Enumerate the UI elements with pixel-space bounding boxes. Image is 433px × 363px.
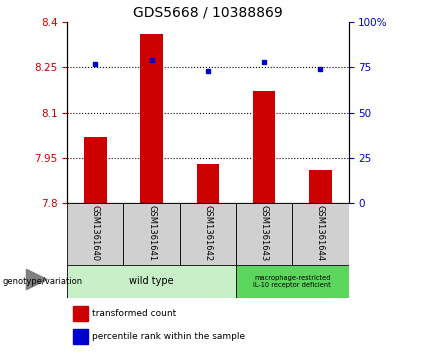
Text: genotype/variation: genotype/variation bbox=[2, 277, 82, 286]
Bar bbox=[67, 265, 236, 298]
Text: GSM1361641: GSM1361641 bbox=[147, 205, 156, 261]
Bar bbox=[253, 91, 275, 203]
Text: macrophage-restricted
IL-10 receptor deficient: macrophage-restricted IL-10 receptor def… bbox=[253, 275, 331, 288]
Text: GSM1361644: GSM1361644 bbox=[316, 205, 325, 261]
Bar bbox=[73, 306, 88, 321]
Text: GSM1361640: GSM1361640 bbox=[91, 205, 100, 261]
Text: percentile rank within the sample: percentile rank within the sample bbox=[93, 332, 246, 341]
Title: GDS5668 / 10388869: GDS5668 / 10388869 bbox=[133, 5, 283, 19]
Bar bbox=[180, 203, 236, 265]
Bar bbox=[236, 203, 292, 265]
Bar bbox=[84, 137, 107, 203]
Bar bbox=[292, 203, 349, 265]
Bar bbox=[309, 170, 332, 203]
Text: transformed count: transformed count bbox=[93, 309, 177, 318]
Polygon shape bbox=[26, 269, 47, 290]
Bar bbox=[140, 34, 163, 203]
Bar bbox=[73, 329, 88, 344]
Bar bbox=[236, 265, 349, 298]
Bar bbox=[67, 203, 123, 265]
Bar bbox=[123, 203, 180, 265]
Text: GSM1361643: GSM1361643 bbox=[260, 205, 268, 261]
Text: wild type: wild type bbox=[129, 276, 174, 286]
Text: GSM1361642: GSM1361642 bbox=[204, 205, 212, 261]
Bar bbox=[197, 164, 219, 203]
